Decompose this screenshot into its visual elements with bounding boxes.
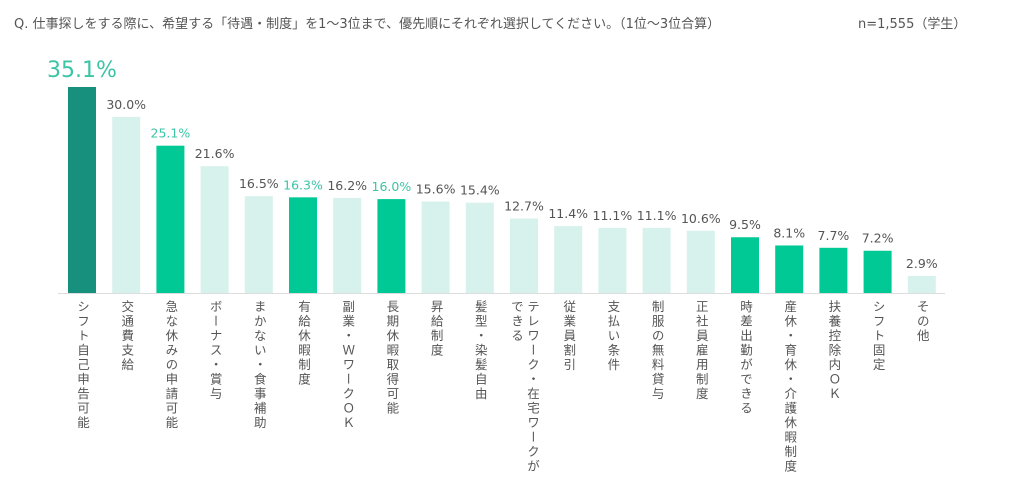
bar [686, 230, 715, 293]
bar [112, 116, 141, 293]
category-label: 制服の無料貸与 [649, 300, 665, 402]
bar [465, 202, 494, 293]
category-label: 有給休暇制度 [296, 300, 311, 387]
data-label: 7.7% [818, 228, 850, 243]
category-label: 昇給制度 [428, 300, 444, 358]
category-label: 副業・ＷワークＯＫ [340, 300, 356, 431]
data-label: 15.6% [416, 181, 456, 196]
bar [598, 227, 627, 293]
data-label: 30.0% [106, 97, 146, 112]
data-label: 12.7% [504, 198, 544, 213]
data-label: 10.6% [681, 211, 721, 226]
category-label: 急な休みの申請可能 [163, 300, 179, 431]
category-label: 正社員雇用制度 [693, 300, 709, 402]
bar [377, 199, 406, 293]
data-label: 16.3% [283, 177, 323, 192]
bar [863, 250, 892, 293]
data-label: 8.1% [773, 225, 805, 240]
bar [642, 227, 671, 293]
bar [554, 226, 583, 293]
category-label: 長期休暇取得可能 [384, 300, 400, 416]
bar [156, 145, 185, 293]
category-label: 髪型・染髪自由 [472, 300, 488, 402]
data-label: 21.6% [195, 146, 235, 161]
data-label: 11.1% [637, 208, 677, 223]
bar [244, 196, 273, 293]
category-label: 産休・育休・介護休暇制度 [782, 300, 798, 474]
category-label: 交通費支給 [119, 300, 135, 373]
bar [68, 87, 96, 293]
data-label: 15.4% [460, 183, 500, 198]
bar [200, 166, 229, 293]
sample-size: n=1,555（学生） [858, 17, 967, 32]
data-label: 11.1% [593, 208, 633, 223]
bar [907, 275, 936, 293]
bar [421, 201, 450, 293]
category-label: まかない・食事補助 [251, 300, 267, 431]
category-label: ボーナス・賞与 [207, 300, 223, 402]
bar [731, 237, 759, 293]
category-label: シフト自己申告可能 [75, 300, 90, 431]
category-label: 扶養控除内ＯＫ [826, 300, 842, 402]
bar [819, 247, 848, 293]
category-label: 従業員割引 [561, 300, 577, 373]
bar [510, 218, 538, 293]
category-label: テレワーク・在宅ワークが できる [509, 300, 540, 474]
data-label: 16.2% [327, 178, 367, 193]
data-label: 16.0% [372, 179, 412, 194]
data-label: 9.5% [729, 217, 761, 232]
data-label: 11.4% [548, 206, 588, 221]
data-label: 7.2% [862, 231, 894, 246]
question-text: Q. 仕事探しをする際に、希望する「待遇・制度」を1～3位まで、優先順にそれぞれ… [14, 17, 721, 32]
category-label: シフト固定 [870, 300, 886, 373]
category-label: 支払い条件 [605, 300, 621, 373]
data-label: 16.5% [239, 176, 279, 191]
bar [289, 197, 317, 293]
data-label: 2.9% [906, 256, 938, 271]
bar [775, 245, 804, 293]
bar [333, 197, 362, 293]
data-label: 35.1% [47, 58, 117, 83]
data-label: 25.1% [151, 126, 191, 141]
category-label: 時差出勤ができる [738, 300, 753, 416]
category-label: その他 [914, 300, 930, 344]
